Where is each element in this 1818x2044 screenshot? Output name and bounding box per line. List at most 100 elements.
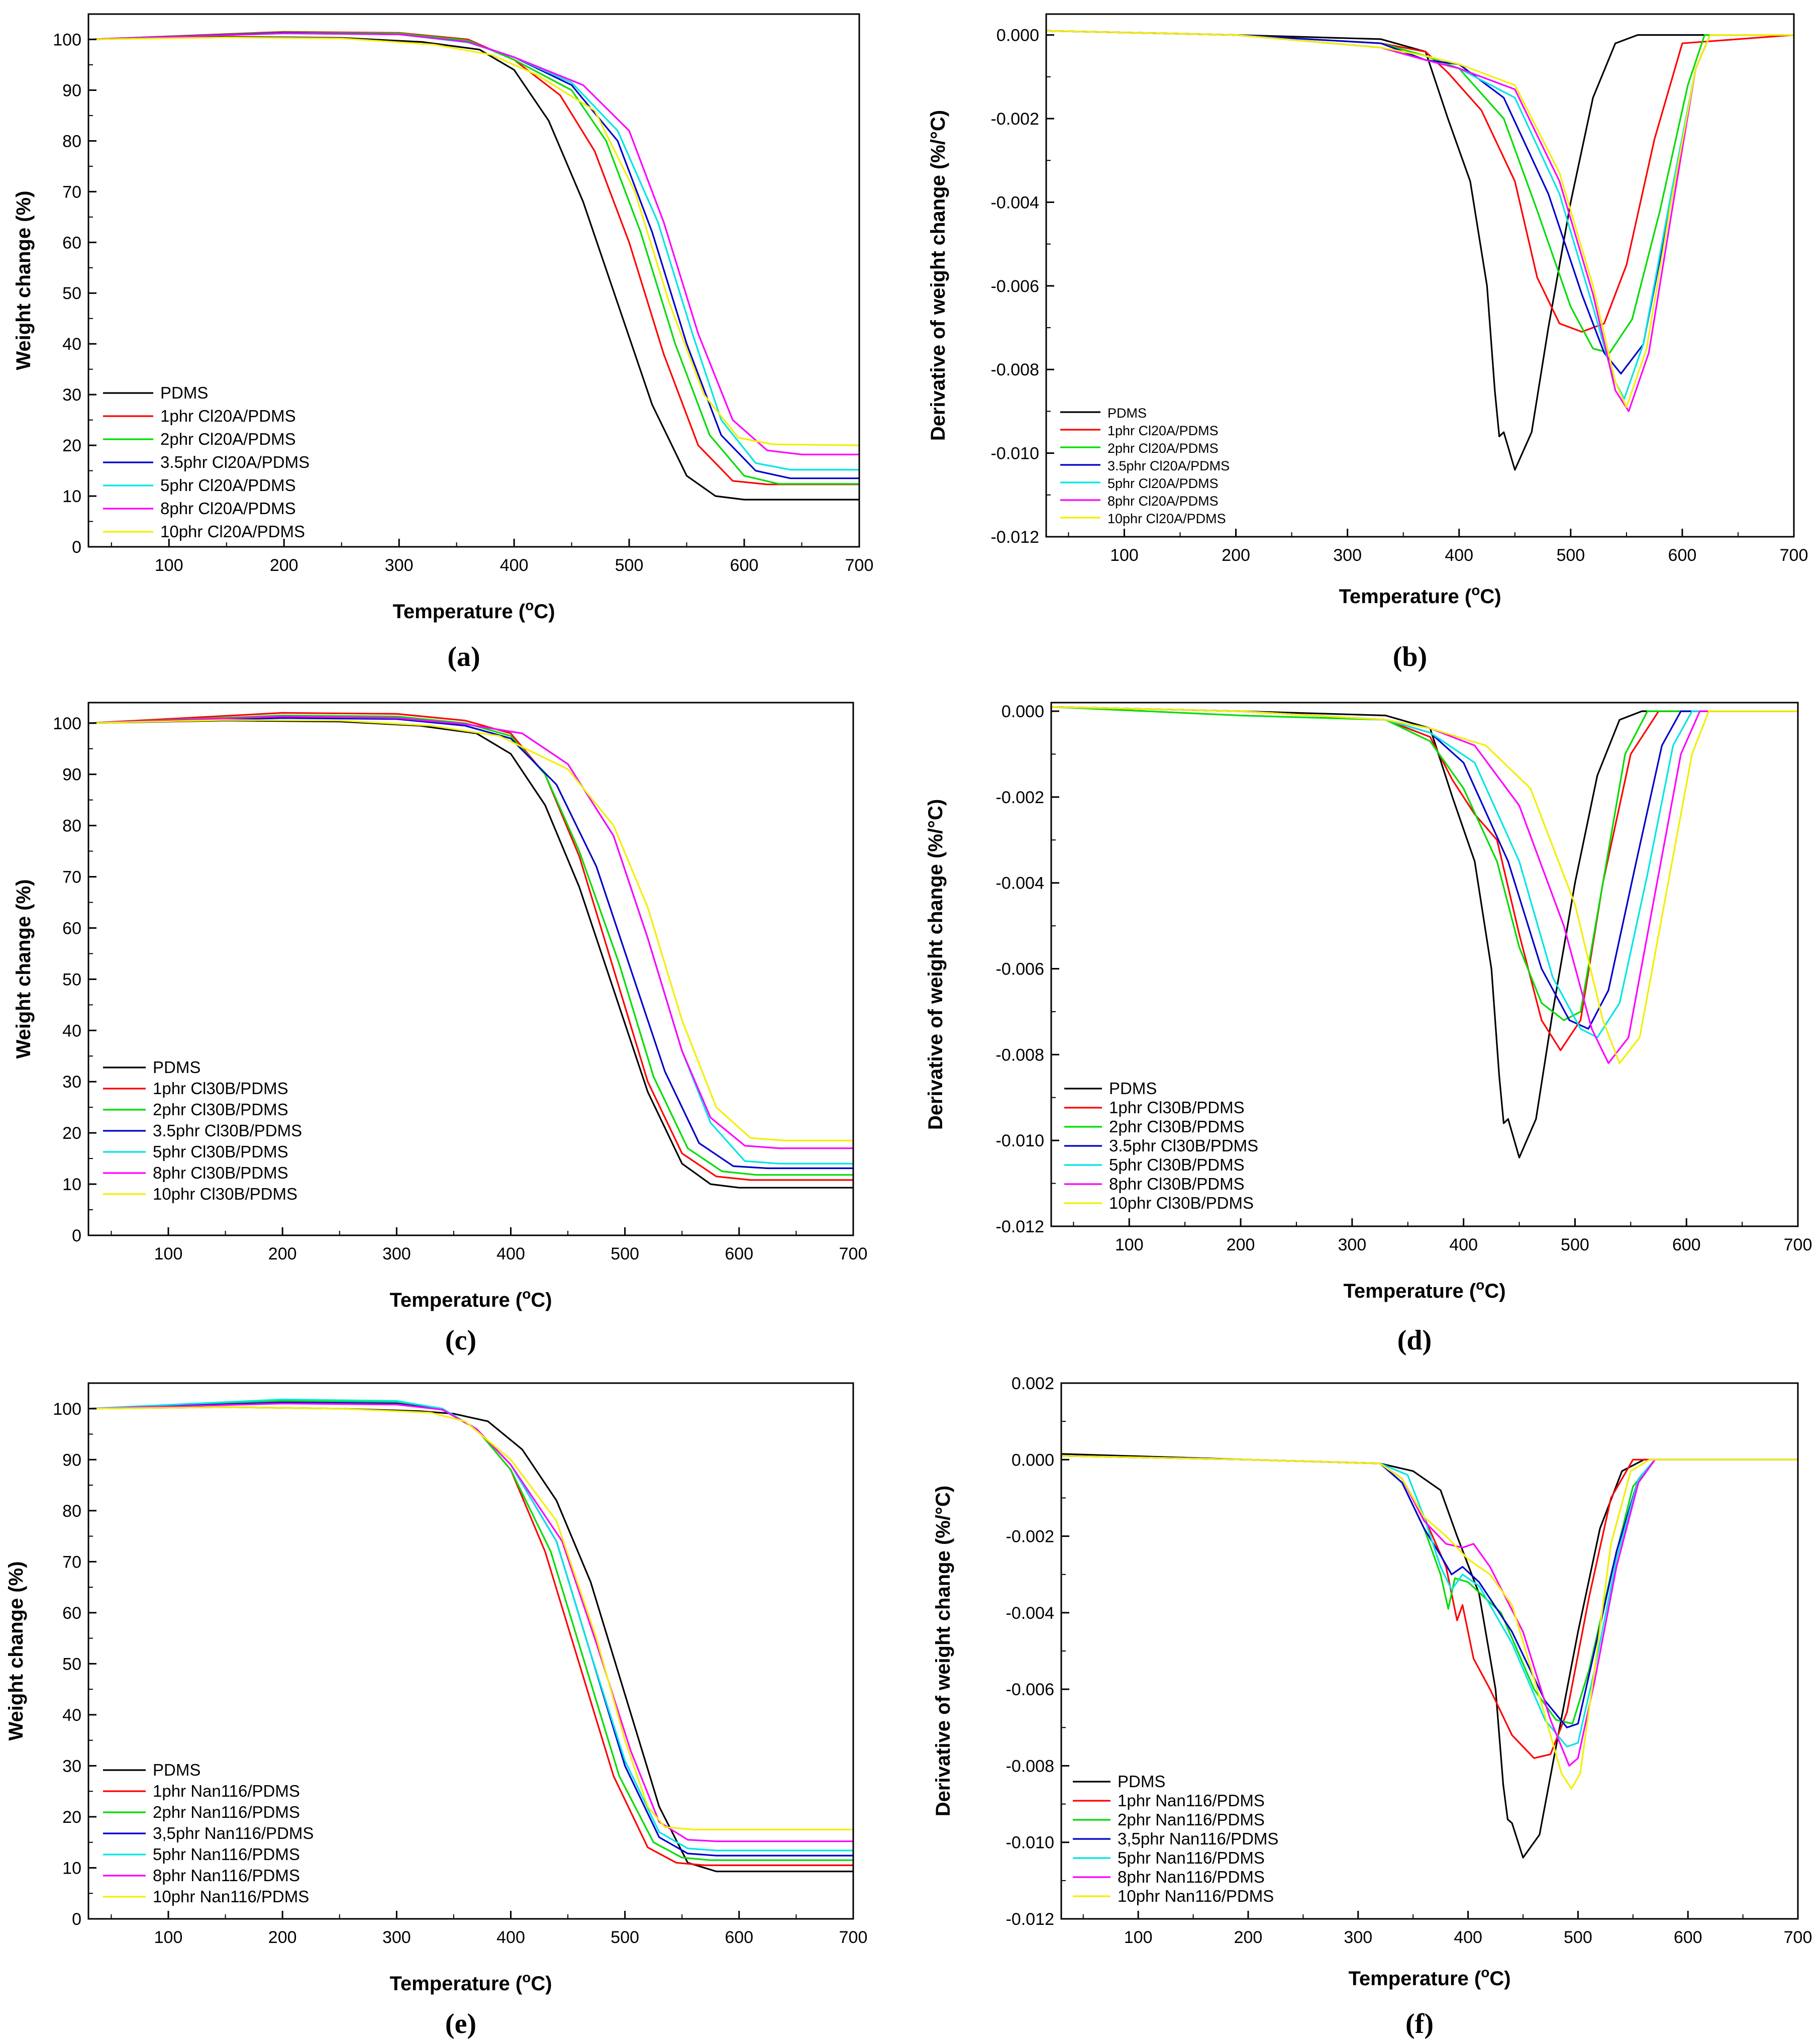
legend-label-e-5: 8phr Nan116/PDMS (153, 1866, 300, 1885)
chart-panel-e: 100 200 300 400 500 600 700 0 10 20 30 40 50 60 70 80 90… (5, 1382, 868, 2039)
series-line-e-2 (88, 1400, 853, 1861)
series-line-c-6 (88, 719, 853, 1141)
x-tick-label-c-3: 400 (496, 1244, 525, 1263)
plot-frame-c (87, 702, 854, 1236)
x-tick-label-b-4: 500 (1556, 546, 1585, 565)
x-tick-label-f-0: 100 (1124, 1928, 1153, 1947)
x-tick-label-f-1: 200 (1234, 1928, 1263, 1947)
legend-label-b-0: PDMS (1107, 406, 1147, 421)
y-tick-label-e-10: 100 (53, 1400, 81, 1419)
x-tick-label-d-4: 500 (1561, 1235, 1589, 1254)
y-tick-label-c-1: 10 (62, 1175, 81, 1194)
series-line-d-6 (1051, 706, 1798, 1064)
panel-label-d: (d) (1397, 1325, 1432, 1356)
series-line-b-5 (1046, 30, 1794, 412)
legend-label-e-2: 2phr Nan116/PDMS (153, 1803, 300, 1821)
y-tick-label-e-3: 30 (62, 1757, 81, 1776)
x-axis-title-d: Temperature (oC) (1343, 1277, 1505, 1302)
y-tick-label-b-3: -0.006 (991, 277, 1039, 296)
y-tick-label-a-10: 100 (53, 30, 81, 49)
legend-label-f-2: 2phr Nan116/PDMS (1118, 1810, 1265, 1829)
legend-label-f-3: 3,5phr Nan116/PDMS (1118, 1829, 1278, 1848)
series-line-f-0 (1061, 1453, 1798, 1859)
y-tick-label-c-2: 20 (62, 1124, 81, 1143)
y-tick-label-d-3: -0.006 (996, 960, 1044, 979)
x-tick-label-d-6: 700 (1784, 1235, 1812, 1254)
x-tick-label-a-0: 100 (155, 556, 183, 575)
x-tick-label-f-6: 700 (1784, 1928, 1812, 1947)
y-tick-label-a-7: 70 (62, 182, 81, 202)
x-axis-title-c: Temperature (oC) (389, 1286, 552, 1311)
y-tick-label-e-4: 40 (62, 1706, 81, 1725)
legend-label-c-0: PDMS (153, 1058, 200, 1077)
series-line-e-6 (88, 1406, 853, 1830)
legend-label-b-6: 10phr Cl20A/PDMS (1107, 511, 1226, 526)
legend-label-a-3: 3.5phr Cl20A/PDMS (160, 453, 310, 471)
series-line-b-4 (1046, 30, 1794, 400)
chart-panel-c: 100 200 300 400 500 600 700 0 10 20 30 40 50 60 70 80 90… (13, 702, 868, 1356)
x-axis-title-a: Temperature (oC) (392, 598, 555, 623)
chart-panel-a: 100 200 300 400 500 600 700 0 10 20 30 40 50 60 70 80 90… (13, 13, 873, 672)
series-line-c-5 (88, 715, 853, 1149)
y-tick-label-f-6: 0.000 (1012, 1450, 1054, 1470)
legend-label-a-1: 1phr Cl20A/PDMS (160, 407, 296, 425)
y-tick-label-d-0: -0.012 (996, 1217, 1044, 1236)
y-axis-title-d: Derivative of weight change (%/°C) (925, 799, 947, 1130)
legend-label-e-4: 5phr Nan116/PDMS (153, 1845, 300, 1864)
y-tick-label-b-4: -0.004 (991, 193, 1039, 212)
x-tick-label-b-5: 600 (1668, 546, 1697, 565)
y-tick-label-f-0: -0.012 (1006, 1910, 1054, 1929)
legend-label-a-4: 5phr Cl20A/PDMS (160, 476, 296, 495)
plot-frame-b (1045, 13, 1795, 538)
x-tick-label-d-1: 200 (1227, 1235, 1255, 1254)
legend-label-c-6: 10phr Cl30B/PDMS (153, 1185, 297, 1203)
legend-label-a-5: 8phr Cl20A/PDMS (160, 499, 296, 518)
legend-a: PDMS 1phr Cl20A/PDMS 2phr Cl20A/PDMS 3.5phr… (103, 383, 310, 541)
x-tick-label-a-1: 200 (270, 556, 298, 575)
plot-frame-e (87, 1382, 854, 1920)
legend-label-b-3: 3.5phr Cl20A/PDMS (1107, 458, 1230, 473)
x-tick-label-a-2: 300 (385, 556, 414, 575)
y-tick-label-d-5: -0.002 (996, 788, 1044, 807)
chart-panel-d: 100 200 300 400 500 600 700 -0.012 -0.010 -0.008 -… (925, 702, 1812, 1356)
series-line-b-0 (1046, 30, 1794, 471)
y-tick-label-c-4: 40 (62, 1021, 81, 1040)
y-tick-label-a-2: 20 (62, 436, 81, 455)
y-tick-label-d-2: -0.008 (996, 1045, 1044, 1064)
y-tick-label-a-4: 40 (62, 335, 81, 354)
x-tick-label-e-4: 500 (611, 1928, 639, 1947)
y-tick-label-a-1: 10 (62, 487, 81, 506)
series-line-d-0 (1051, 706, 1798, 1158)
chart-panel-f: 100 200 300 400 500 600 700 -0.012 -0.010 -0.008 -… (932, 1374, 1812, 2039)
legend-label-d-2: 2phr Cl30B/PDMS (1109, 1117, 1245, 1136)
legend-e: PDMS 1phr Nan116/PDMS 2phr Nan116/PDMS 3,5p… (103, 1761, 314, 1906)
x-tick-label-e-6: 700 (839, 1928, 868, 1947)
y-tick-label-e-0: 0 (72, 1910, 81, 1929)
legend-label-b-5: 8phr Cl20A/PDMS (1107, 494, 1219, 509)
series-line-e-0 (88, 1406, 853, 1873)
y-tick-label-f-4: -0.004 (1006, 1604, 1054, 1623)
x-tick-label-d-2: 300 (1338, 1235, 1366, 1254)
legend-label-a-0: PDMS (160, 383, 208, 402)
series-line-c-3 (88, 717, 853, 1170)
x-tick-label-c-6: 700 (839, 1244, 868, 1263)
y-tick-label-a-3: 30 (62, 385, 81, 405)
y-tick-label-c-5: 50 (62, 970, 81, 989)
series-line-d-2 (1051, 706, 1798, 1021)
y-tick-label-e-8: 80 (62, 1502, 81, 1521)
series-line-b-1 (1046, 30, 1794, 333)
series-line-f-2 (1061, 1455, 1798, 1725)
y-tick-label-d-6: 0.000 (1001, 702, 1044, 721)
x-tick-label-b-1: 200 (1222, 546, 1250, 565)
series-line-d-3 (1051, 706, 1798, 1030)
x-tick-label-c-0: 100 (154, 1244, 183, 1263)
legend-label-c-2: 2phr Cl30B/PDMS (153, 1100, 288, 1119)
y-tick-label-f-7: 0.002 (1012, 1374, 1054, 1393)
y-tick-label-b-2: -0.008 (991, 360, 1039, 379)
x-tick-label-e-2: 300 (382, 1928, 411, 1947)
y-tick-label-d-1: -0.010 (996, 1131, 1044, 1150)
legend-label-b-2: 2phr Cl20A/PDMS (1107, 441, 1219, 456)
y-tick-label-d-4: -0.004 (996, 874, 1044, 893)
